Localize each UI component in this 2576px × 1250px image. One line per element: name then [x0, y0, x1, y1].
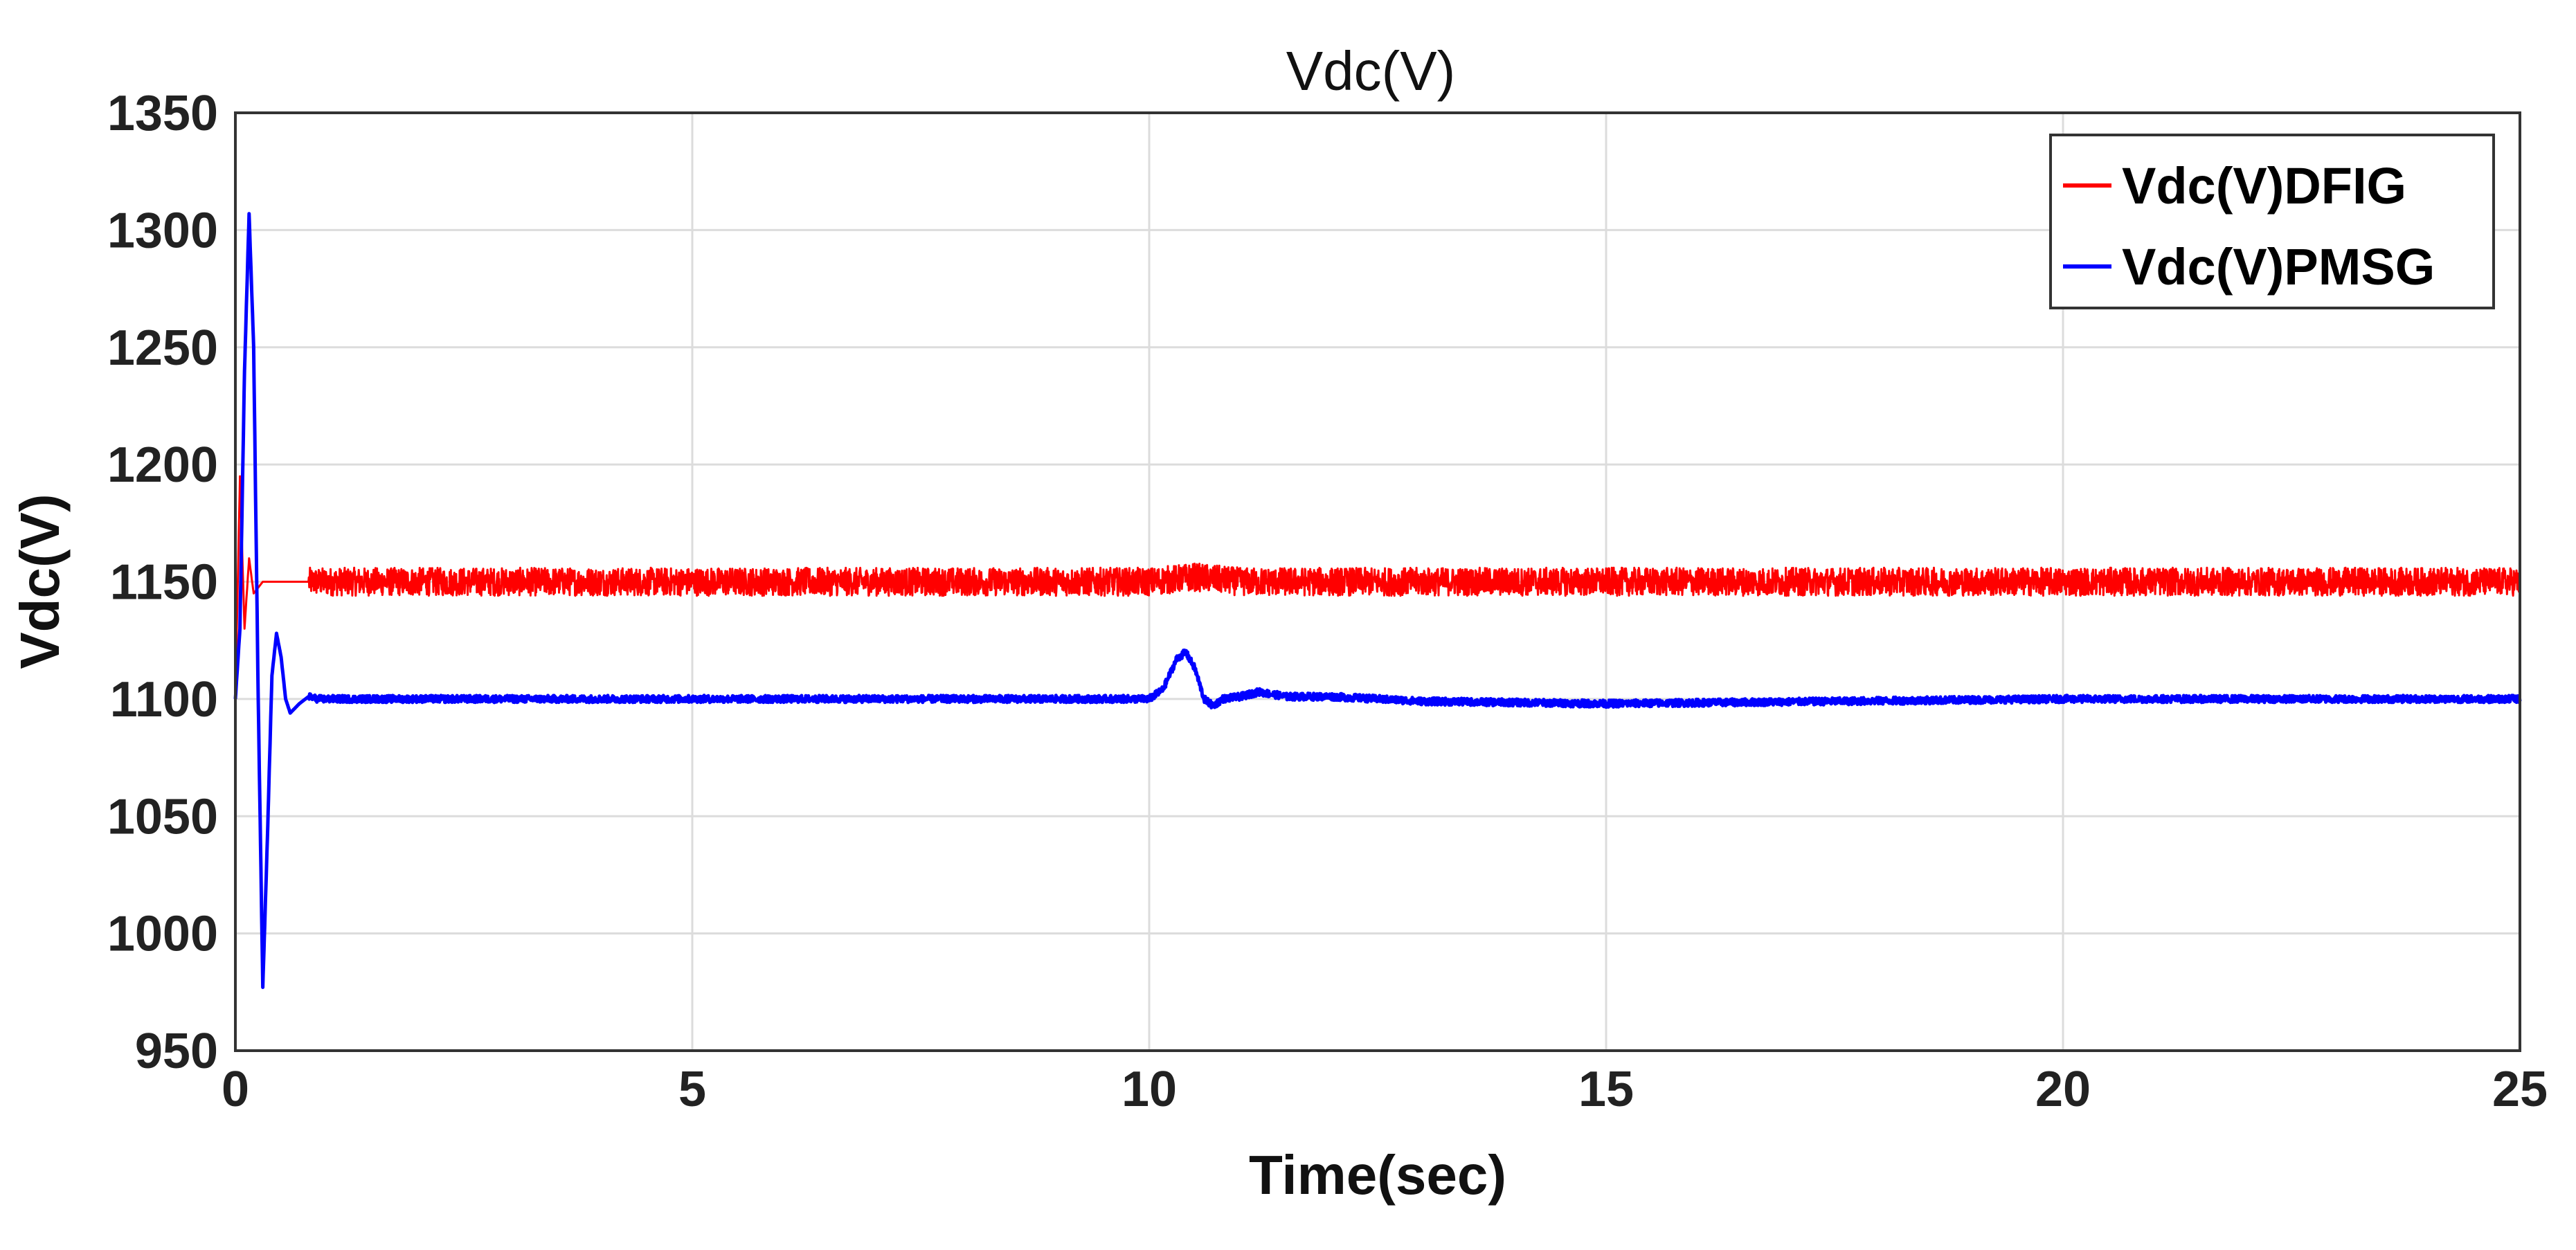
series-line-dfig: [234, 475, 2521, 699]
x-tick-label: 20: [2035, 1062, 2091, 1117]
chart-title: Vdc(V): [1286, 40, 1456, 102]
x-tick-label: 25: [2492, 1062, 2548, 1117]
series-layer: [233, 212, 2522, 989]
legend-label-dfig: Vdc(V)DFIG: [2122, 157, 2406, 215]
y-tick-label: 1150: [110, 555, 218, 610]
x-tick-label: 0: [222, 1062, 249, 1117]
legend-box: [2049, 134, 2495, 309]
y-tick-label: 1300: [107, 203, 218, 258]
legend: Vdc(V)DFIG Vdc(V)PMSG: [2049, 134, 2495, 309]
plot-frame-border: [234, 111, 2521, 1052]
x-axis-title: Time(sec): [1249, 1144, 1506, 1206]
x-tick-label: 5: [678, 1062, 706, 1117]
y-tick-label: 950: [135, 1024, 218, 1079]
y-tick-label: 1250: [107, 320, 218, 376]
legend-label-pmsg: Vdc(V)PMSG: [2122, 238, 2435, 296]
y-tick-label: 1100: [110, 672, 218, 727]
y-tick-label: 1200: [107, 437, 218, 493]
y-tick-label: 1350: [107, 86, 218, 141]
tick-labels: 0 5 10 15 20 25 950 1000 1050 1100 1150 1200 1250 130…: [107, 86, 2548, 1117]
series-line-pmsg: [233, 212, 2522, 989]
x-tick-label: 10: [1122, 1062, 1177, 1117]
y-tick-label: 1050: [107, 789, 218, 844]
y-axis-title: Vdc(V): [9, 493, 71, 669]
y-tick-label: 1000: [107, 907, 218, 962]
x-tick-label: 15: [1578, 1062, 1634, 1117]
